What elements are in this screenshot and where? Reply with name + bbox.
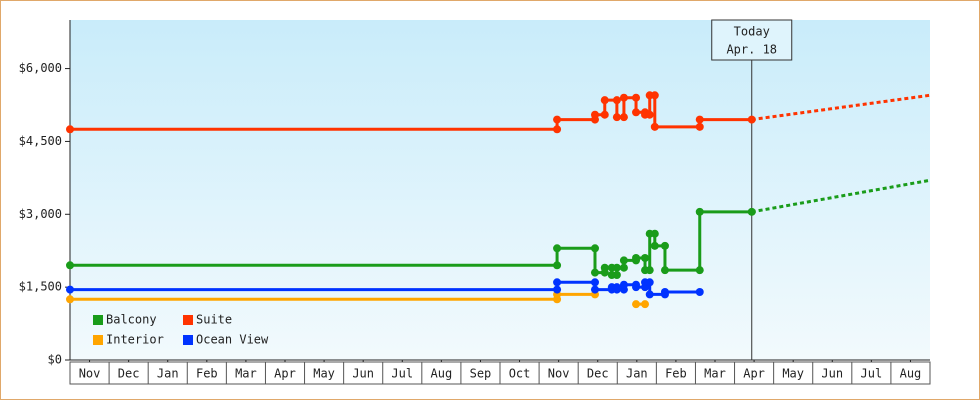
price-point [650,91,659,100]
price-point [695,115,704,124]
x-tick-label: Aug [431,367,453,381]
price-point [600,96,609,105]
price-point [632,93,641,102]
price-point [632,300,641,309]
legend-label: Interior [106,333,164,347]
x-tick-label: Jul [861,367,883,381]
price-point [695,122,704,131]
legend-swatch [183,335,193,345]
price-point [650,122,659,131]
price-point [600,110,609,119]
x-tick-label: Dec [587,367,609,381]
x-tick-label: Feb [196,367,218,381]
today-label: Apr. 18 [726,43,777,57]
price-point [553,125,562,134]
y-tick-label: $6,000 [19,61,62,75]
price-point [590,278,599,287]
price-point [695,266,704,275]
x-tick-label: Mar [704,367,726,381]
x-tick-label: Aug [900,367,922,381]
price-point [660,288,669,296]
price-point [632,283,641,292]
x-tick-label: Jun [821,367,843,381]
today-box [711,19,793,61]
legend-swatch [93,315,103,325]
price-point [619,113,628,122]
price-point [553,244,562,253]
price-point [612,113,621,122]
price-point [612,96,621,105]
y-tick-label: $4,500 [19,134,62,148]
price-point [645,266,654,275]
price-point [650,241,659,250]
price-point [612,271,621,279]
price-point [553,261,562,270]
x-tick-label: Nov [548,367,570,381]
price-point [590,110,599,119]
price-point [632,254,641,262]
price-point [553,278,562,287]
y-tick-label: $1,500 [19,280,62,294]
price-point [645,290,654,299]
y-tick-label: $3,000 [19,207,62,221]
projection-line [751,93,931,122]
x-tick-label: May [313,367,335,381]
x-tick-label: Jan [157,367,179,381]
plot-area [70,20,930,360]
x-tick-label: Apr [743,367,765,381]
legend-label: Balcony [106,313,157,327]
today-label: Today [734,25,770,39]
x-tick-label: Nov [79,367,101,381]
price-point [619,256,628,265]
price-point [619,263,628,272]
price-point [66,285,74,294]
y-tick-label: $0 [48,353,62,367]
price-point [66,261,74,270]
price-point [645,110,654,119]
legend-swatch [93,335,103,345]
price-point [66,295,74,304]
x-tick-label: Jun [352,367,374,381]
price-point [600,263,609,272]
x-tick-label: Sep [470,367,492,381]
x-tick-label: Mar [235,367,257,381]
x-tick-label: Dec [118,367,140,381]
x-tick-label: May [782,367,804,381]
price-point [650,229,659,238]
legend-label: Suite [196,313,232,327]
price-point [612,285,621,294]
price-point [747,115,756,124]
price-point [553,285,562,294]
x-tick-label: Jul [391,367,413,381]
price-point [590,244,599,253]
price-point [747,207,756,216]
x-tick-label: Feb [665,367,687,381]
projection-line [751,178,931,214]
price-point [619,93,628,102]
price-point [660,266,669,275]
price-point [590,268,599,277]
price-point [553,115,562,124]
legend-swatch [183,315,193,325]
price-point [695,207,704,216]
price-point [641,300,650,309]
x-tick-label: Jan [626,367,648,381]
price-point [645,278,654,287]
price-point [695,288,704,296]
legend-label: Ocean View [196,333,269,347]
price-point [619,280,628,289]
x-tick-label: Oct [509,367,531,381]
price-point [660,241,669,250]
price-point [590,285,599,294]
price-point [612,263,621,272]
x-tick-label: Apr [274,367,296,381]
price-point [66,125,74,134]
price-point [641,254,650,262]
price-point [632,108,641,117]
